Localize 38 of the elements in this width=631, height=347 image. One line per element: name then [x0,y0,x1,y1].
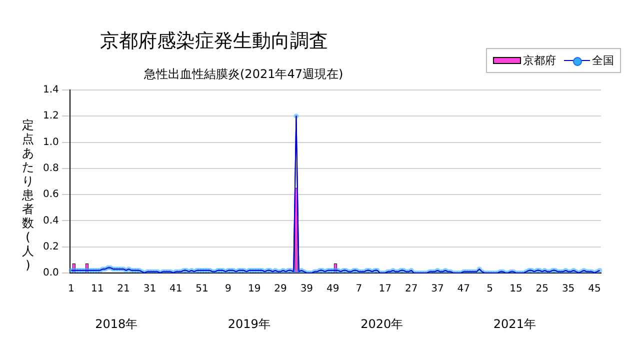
x-tick-label: 5 [486,284,493,295]
y-tick-label: 0.8 [42,163,59,174]
y-tick-label: 1.2 [42,110,59,122]
legend-label: 京都府 [523,53,556,68]
x-tick-label: 21 [117,284,130,295]
x-tick-label: 47 [457,284,470,295]
x-tick-label: 31 [143,284,156,295]
x-tick-label: 37 [431,284,444,295]
x-tick-label: 49 [326,284,340,295]
x-tick-label: 29 [274,284,287,295]
text: 2018年 [95,316,138,333]
x-tick-label: 41 [169,284,182,295]
x-tick-label: 17 [378,284,392,295]
y-tick-label: 1.4 [42,84,59,96]
x-tick-label: 9 [225,284,232,295]
y-tick-label: 0.6 [42,189,59,200]
x-tick-label: 11 [91,284,104,295]
x-tick-label: 27 [404,284,418,295]
x-tick-label: 1 [68,284,74,295]
text: 定点あたり患者数(人) [22,118,34,272]
y-tick-label: 0.0 [42,268,59,279]
text: 2020年 [360,316,404,333]
text: 2021年 [493,316,536,333]
x-tick-label: 25 [536,284,548,295]
x-tick-label: 35 [562,284,575,295]
legend-label: 全国 [592,53,614,68]
x-tick-label: 39 [300,284,314,295]
chart-title: 京都府感染症発生動向調査 [100,29,328,54]
x-tick-label: 45 [588,284,601,295]
x-tick-label: 19 [248,284,261,295]
y-tick-label: 1.0 [42,136,59,148]
y-tick-label: 0.4 [42,215,59,226]
text: 2019年 [228,316,270,333]
x-tick-label: 7 [356,284,362,295]
chart-subtitle: 急性出血性結膜炎(2021年47週現在) [144,66,344,83]
x-tick-label: 15 [510,284,522,295]
y-tick-label: 0.2 [42,241,59,252]
x-tick-label: 51 [196,284,208,295]
